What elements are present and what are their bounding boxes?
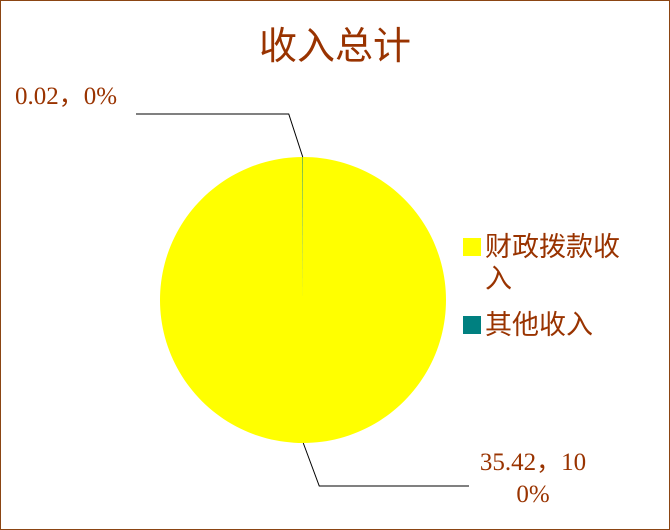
leader-line: [136, 113, 304, 158]
pie-slice: [302, 157, 303, 300]
pie-slice: [159, 157, 446, 443]
legend-label: 其他收入: [485, 310, 593, 340]
legend-entry: 其他收入: [463, 309, 635, 341]
chart-title: 收入总计: [258, 26, 411, 68]
legend-entry: 财政拨款收入: [463, 231, 635, 295]
leader-line: [302, 442, 469, 487]
data-label: 35.42，100%: [479, 449, 587, 508]
legend-label: 财政拨款收入: [485, 232, 620, 294]
legend-swatch: [463, 238, 481, 256]
legend-swatch: [463, 316, 481, 334]
data-label: 0.02，0%: [15, 83, 118, 110]
